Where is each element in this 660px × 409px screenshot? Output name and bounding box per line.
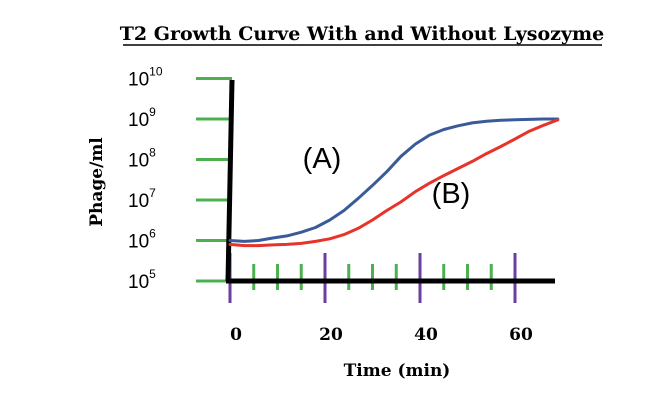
series-lines xyxy=(228,117,560,248)
x-tick-label: 60 xyxy=(509,325,533,345)
y-tick-base: 10 xyxy=(128,110,149,131)
y-tick-label: 1010 xyxy=(128,65,163,91)
y-tick-label: 106 xyxy=(128,227,156,253)
x-minor-ticks xyxy=(252,264,493,290)
y-tick-marks xyxy=(196,77,232,283)
y-tick-base: 10 xyxy=(128,191,149,212)
y-tick-exponent: 9 xyxy=(149,105,156,119)
y-tick-label: 109 xyxy=(128,105,156,131)
y-tick-exponent: 7 xyxy=(149,186,156,200)
y-axis-line xyxy=(225,79,235,282)
x-tick-label: 20 xyxy=(319,325,343,345)
chart-title: T2 Growth Curve With and Without Lysozym… xyxy=(120,23,604,45)
series-label-a: (A) xyxy=(303,143,342,175)
y-tick-exponent: 5 xyxy=(149,267,156,281)
y-tick-label: 105 xyxy=(128,267,156,293)
y-axis-title: Phage/ml xyxy=(87,137,107,227)
y-tick-label: 108 xyxy=(128,146,156,172)
series-line-a xyxy=(228,117,560,243)
y-tick-base: 10 xyxy=(128,272,149,293)
y-tick-exponent: 8 xyxy=(149,146,156,160)
y-tick-label: 107 xyxy=(128,186,156,212)
x-tick-labels: 0 20 40 60 xyxy=(230,325,533,345)
y-tick-base: 10 xyxy=(128,232,149,253)
series-line-b xyxy=(228,118,560,248)
y-tick-exponent: 10 xyxy=(149,65,163,79)
y-tick-base: 10 xyxy=(128,70,149,91)
x-axis-title: Time (min) xyxy=(344,361,451,381)
x-tick-label: 40 xyxy=(414,325,438,345)
y-tick-exponent: 6 xyxy=(149,227,156,241)
x-tick-label: 0 xyxy=(230,325,242,345)
y-tick-base: 10 xyxy=(128,151,149,172)
series-label-b: (B) xyxy=(432,178,471,210)
